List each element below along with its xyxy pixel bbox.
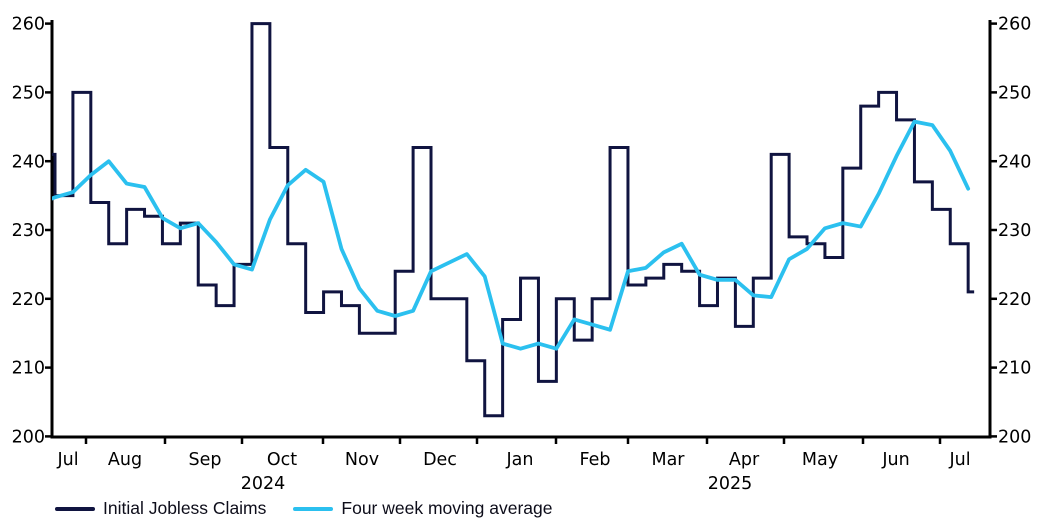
moving-average-line-swatch <box>293 506 334 511</box>
y-tick-label-left: 250 <box>12 84 45 104</box>
legend-label-initial-claims: Initial Jobless Claims <box>103 498 267 518</box>
y-tick-label-left: 260 <box>12 15 45 35</box>
x-month-label: May <box>802 450 838 470</box>
x-month-label: Jul <box>56 450 78 470</box>
x-month-label: Dec <box>423 450 457 470</box>
x-month-label: Sep <box>189 450 222 470</box>
x-month-label: Jan <box>506 450 534 470</box>
x-month-label: Jul <box>948 450 970 470</box>
y-tick-label-right: 250 <box>998 84 1031 104</box>
y-tick-label-right: 210 <box>998 359 1031 379</box>
legend-item-initial-claims: Initial Jobless Claims <box>55 498 266 519</box>
x-month-label: Aug <box>108 450 142 470</box>
initial-claims-line-swatch <box>55 506 95 511</box>
initial-claims-line <box>52 22 975 418</box>
y-tick-label-right: 200 <box>998 428 1031 448</box>
x-month-label: Feb <box>580 450 611 470</box>
legend: Initial Jobless Claims Four week moving … <box>55 498 552 519</box>
x-month-label: Oct <box>267 450 297 470</box>
x-month-label: Nov <box>345 450 379 470</box>
y-tick-label-right: 230 <box>998 221 1031 241</box>
y-tick-label-left: 200 <box>12 428 45 448</box>
four-week-moving-average-line <box>52 119 971 351</box>
x-year-label: 2025 <box>708 474 753 494</box>
y-tick-label-left: 220 <box>12 290 45 310</box>
x-month-label: Mar <box>651 450 685 470</box>
x-month-label: Apr <box>729 450 760 470</box>
legend-label-moving-average: Four week moving average <box>341 498 553 518</box>
y-tick-label-left: 210 <box>12 359 45 379</box>
y-tick-label-right: 240 <box>998 152 1031 172</box>
y-tick-label-right: 220 <box>998 290 1031 310</box>
y-tick-label-right: 260 <box>998 15 1031 35</box>
legend-item-moving-average: Four week moving average <box>293 498 552 519</box>
x-month-label: Jun <box>881 450 909 470</box>
y-tick-label-left: 230 <box>12 221 45 241</box>
y-tick-label-left: 240 <box>12 152 45 172</box>
x-year-label: 2024 <box>241 474 286 494</box>
